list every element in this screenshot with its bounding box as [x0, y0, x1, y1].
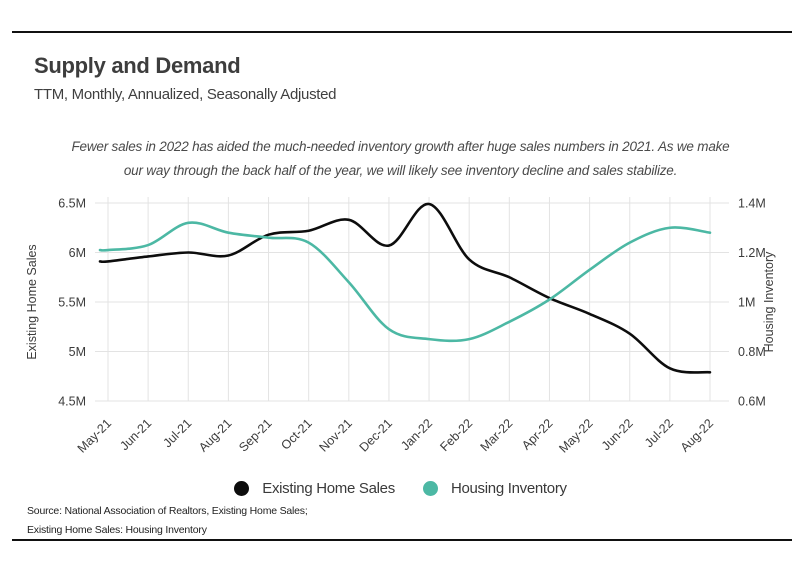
- svg-text:Jun-21: Jun-21: [117, 416, 154, 453]
- svg-text:6M: 6M: [69, 246, 86, 260]
- svg-text:Oct-21: Oct-21: [278, 416, 314, 452]
- annotation-line-2: our way through the back half of the yea…: [123, 163, 678, 178]
- series-dot-icon: [422, 481, 438, 496]
- svg-text:May-22: May-22: [556, 416, 595, 455]
- svg-text:Jul-21: Jul-21: [160, 416, 194, 450]
- svg-text:Feb-22: Feb-22: [437, 416, 475, 454]
- svg-text:Jul-22: Jul-22: [642, 416, 676, 450]
- bottom-divider: [12, 539, 792, 541]
- page-subtitle: TTM, Monthly, Annualized, Seasonally Adj…: [34, 86, 337, 103]
- line-chart: 6.5M 1.4M 6M 1.2M 5.5M 1M 5M 0.8M 4.5M 0.6M May-21…: [0, 185, 801, 463]
- source-line-2: Existing Home Sales: Housing Inventory: [27, 524, 207, 536]
- svg-text:Housing Inventory: Housing Inventory: [762, 251, 776, 353]
- svg-text:0.8M: 0.8M: [738, 345, 766, 359]
- svg-text:Mar-22: Mar-22: [478, 416, 516, 454]
- svg-text:Apr-22: Apr-22: [519, 416, 555, 452]
- chart-legend: Existing Home Sales Housing Inventory: [0, 480, 801, 497]
- page-title: Supply and Demand: [34, 53, 241, 78]
- svg-text:Jan-22: Jan-22: [398, 416, 435, 453]
- svg-text:6.5M: 6.5M: [58, 197, 86, 211]
- svg-text:Dec-21: Dec-21: [357, 416, 395, 454]
- svg-text:Sep-21: Sep-21: [236, 416, 274, 454]
- svg-text:Jun-22: Jun-22: [599, 416, 636, 453]
- svg-text:5M: 5M: [69, 345, 86, 359]
- series-dot-icon: [234, 481, 250, 496]
- annotation-line-1: Fewer sales in 2022 has aided the much-n…: [71, 139, 730, 154]
- chart-annotation: Fewer sales in 2022 has aided the much-n…: [0, 135, 801, 183]
- svg-text:4.5M: 4.5M: [58, 395, 86, 409]
- svg-text:May-21: May-21: [75, 416, 114, 455]
- svg-text:1.2M: 1.2M: [738, 246, 766, 260]
- svg-text:Aug-21: Aug-21: [196, 416, 234, 454]
- svg-text:Nov-21: Nov-21: [317, 416, 355, 454]
- legend-item-housing-inventory: Housing Inventory: [422, 480, 567, 497]
- svg-text:1M: 1M: [738, 296, 755, 310]
- legend-label: Existing Home Sales: [262, 480, 395, 497]
- legend-label: Housing Inventory: [450, 480, 567, 497]
- legend-item-existing-home-sales: Existing Home Sales: [234, 480, 395, 497]
- svg-text:5.5M: 5.5M: [58, 296, 86, 310]
- svg-text:Existing Home Sales: Existing Home Sales: [25, 244, 39, 359]
- svg-text:0.6M: 0.6M: [738, 395, 766, 409]
- chart-canvas: 6.5M 1.4M 6M 1.2M 5.5M 1M 5M 0.8M 4.5M 0.6M May-21…: [25, 197, 776, 456]
- svg-text:Aug-22: Aug-22: [678, 416, 716, 454]
- svg-text:1.4M: 1.4M: [738, 197, 766, 211]
- source-line-1: Source: National Association of Realtors…: [27, 505, 308, 517]
- top-divider: [12, 31, 792, 33]
